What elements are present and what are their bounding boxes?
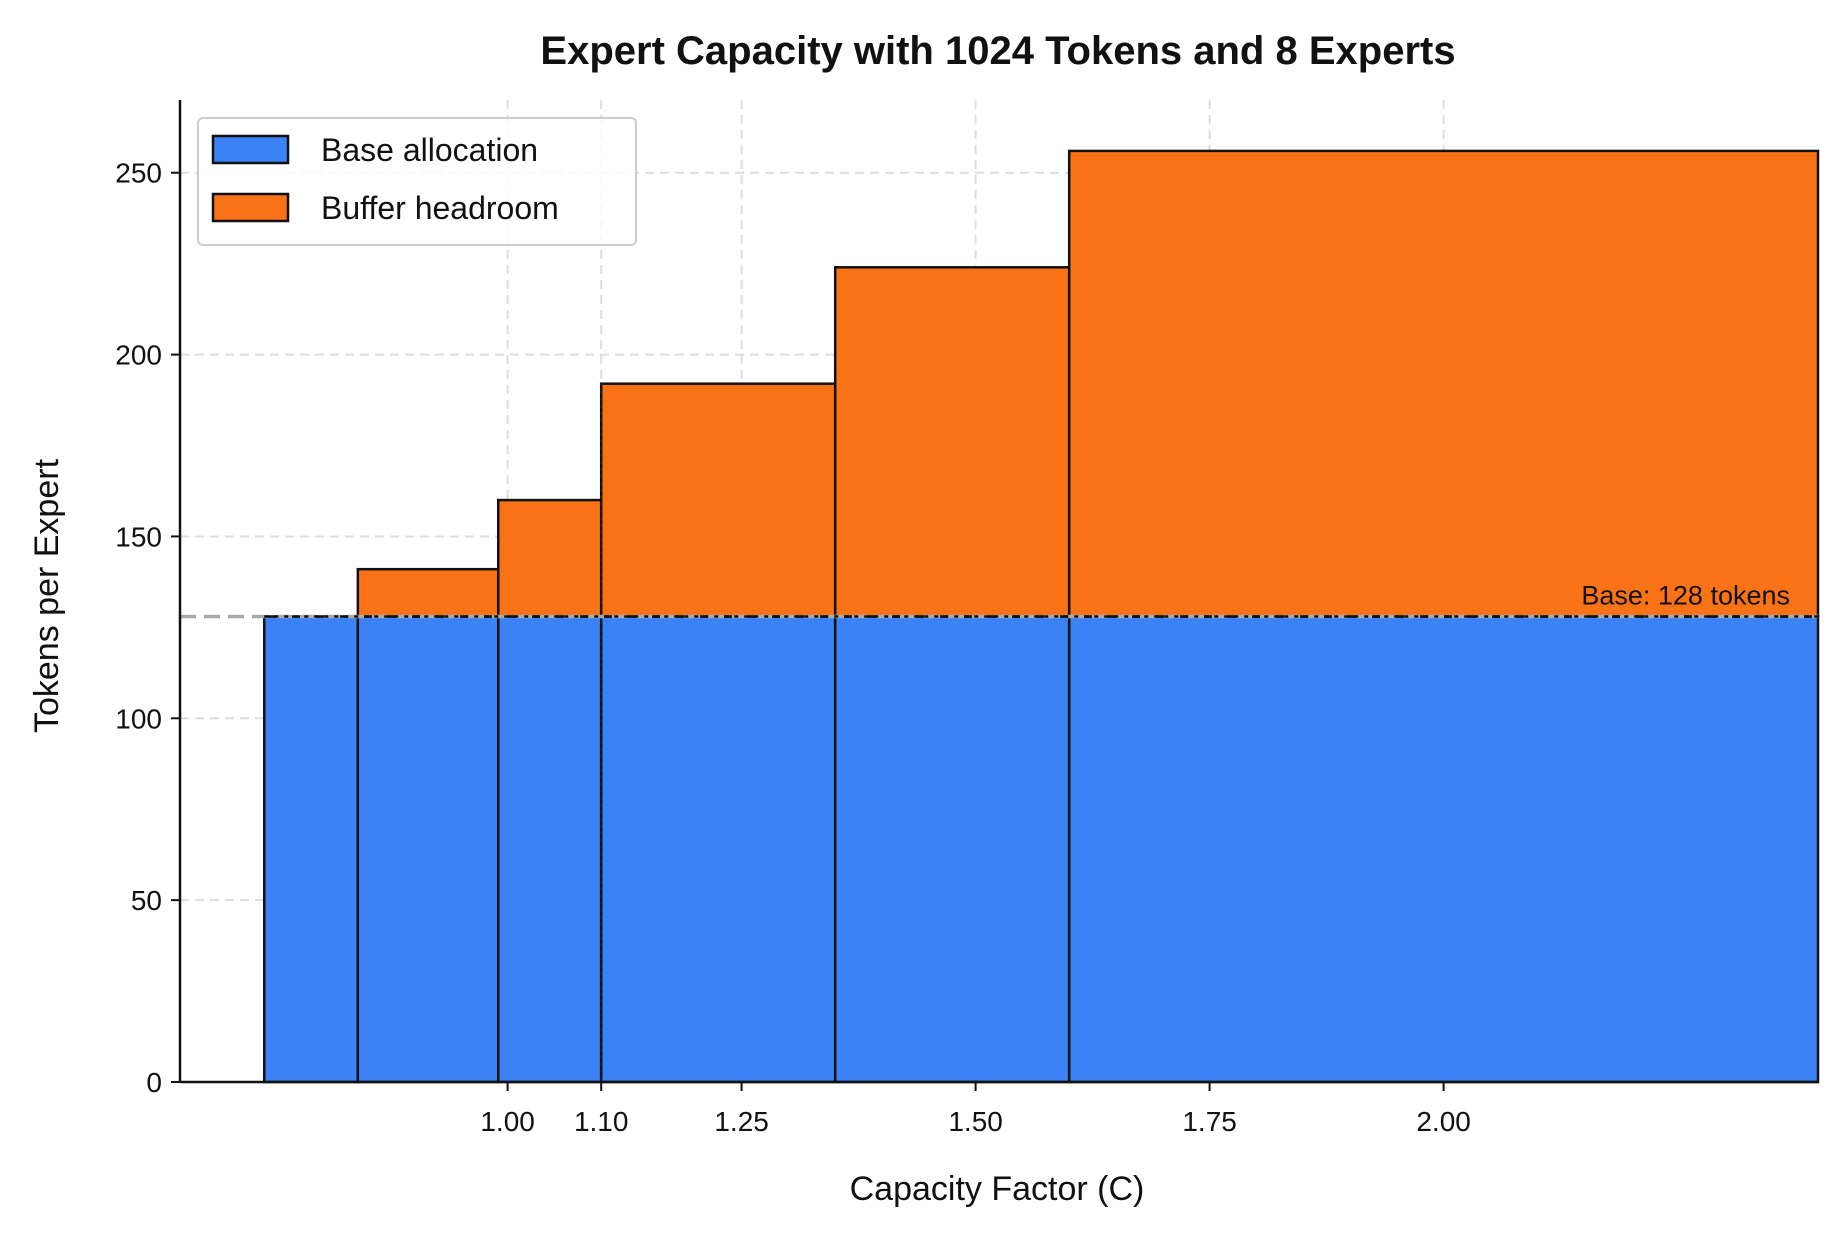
x-tick-label: 1.10 bbox=[574, 1106, 629, 1137]
x-tick-label: 1.00 bbox=[480, 1106, 535, 1137]
reference-line: Base: 128 tokens bbox=[180, 580, 1818, 619]
bars bbox=[262, 149, 1820, 1084]
bar-base-allocation bbox=[599, 615, 837, 1084]
bar-base-allocation bbox=[1067, 615, 1820, 1084]
x-axis-label: Capacity Factor (C) bbox=[850, 1170, 1145, 1208]
x-tick-label: 1.25 bbox=[714, 1106, 769, 1137]
y-tick-label: 100 bbox=[115, 703, 162, 734]
y-tick-label: 200 bbox=[115, 340, 162, 371]
x-tick-label: 1.50 bbox=[948, 1106, 1003, 1137]
y-tick-label: 0 bbox=[146, 1067, 162, 1098]
x-tick-label: 1.75 bbox=[1182, 1106, 1237, 1137]
bar-buffer-headroom bbox=[833, 266, 1071, 618]
y-axis-label: Tokens per Expert bbox=[28, 458, 66, 733]
y-tick-label: 250 bbox=[115, 158, 162, 189]
y-ticks: 0 50 100 150 200 250 bbox=[115, 158, 180, 1098]
chart-title: Expert Capacity with 1024 Tokens and 8 E… bbox=[540, 29, 1455, 73]
legend-label-buffer: Buffer headroom bbox=[321, 190, 559, 226]
legend: Base allocation Buffer headroom bbox=[197, 117, 637, 246]
bar-buffer-headroom bbox=[1067, 149, 1820, 618]
y-tick-label: 50 bbox=[131, 885, 162, 916]
bar-buffer-headroom bbox=[496, 498, 603, 618]
bar-base-allocation bbox=[262, 615, 360, 1084]
bar-base-allocation bbox=[833, 615, 1071, 1084]
axes bbox=[178, 100, 1818, 1084]
bar-buffer-headroom bbox=[356, 567, 500, 618]
reference-line-label: Base: 128 tokens bbox=[1581, 580, 1790, 610]
legend-swatch-base bbox=[211, 134, 290, 165]
bar-base-allocation bbox=[496, 615, 603, 1084]
legend-swatch-buffer bbox=[211, 192, 290, 223]
x-ticks: 1.00 1.10 1.25 1.50 1.75 2.00 bbox=[480, 1082, 1471, 1137]
y-tick-label: 150 bbox=[115, 521, 162, 552]
legend-label-base: Base allocation bbox=[321, 132, 538, 168]
bar-base-allocation bbox=[356, 615, 500, 1084]
legend-frame bbox=[197, 117, 637, 246]
bar-buffer-headroom bbox=[599, 382, 837, 618]
x-tick-label: 2.00 bbox=[1416, 1106, 1471, 1137]
